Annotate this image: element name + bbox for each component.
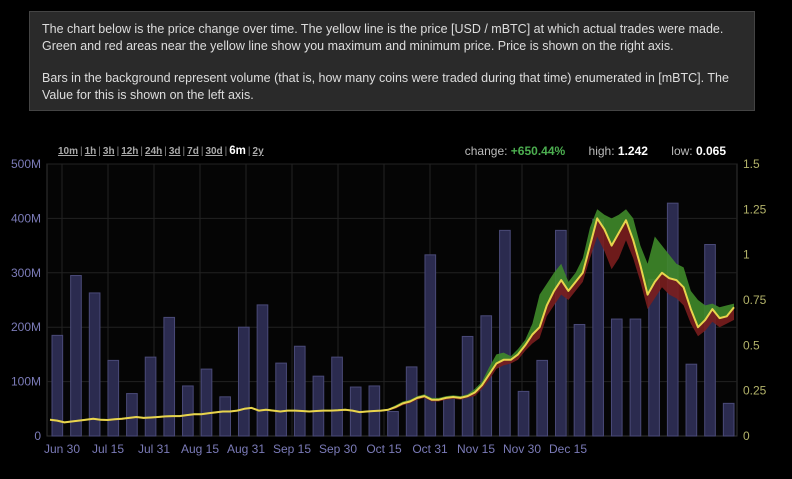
volume-bar <box>256 304 269 437</box>
x-tick-label: Jul 15 <box>92 442 124 456</box>
volume-bar <box>200 368 213 437</box>
volume-bar <box>219 396 231 437</box>
range-3d[interactable]: 3d <box>168 146 181 157</box>
y-left-tick-label: 100M <box>11 375 41 389</box>
y-left-tick-label: 400M <box>11 211 41 225</box>
price-stats: change: +650.44% high: 1.242 low: 0.065 <box>465 144 726 158</box>
volume-bar <box>555 229 567 437</box>
volume-bar <box>629 318 642 437</box>
y-right-tick-label: 1.5 <box>743 157 760 171</box>
change-value: +650.44% <box>510 144 566 158</box>
price-line <box>49 217 735 424</box>
range-10m[interactable]: 10m <box>58 146 79 157</box>
volume-bar <box>293 345 306 437</box>
volume-bar <box>517 390 530 437</box>
y-left-tick-label: 300M <box>11 266 41 280</box>
x-tick-label: Oct 31 <box>412 442 448 456</box>
description-volume: Bars in the background represent volume … <box>42 71 729 102</box>
y-left-tick-label: 200M <box>11 320 41 334</box>
volume-bar <box>107 359 120 437</box>
x-tick-label: Aug 31 <box>227 442 265 456</box>
time-range-selector: 10m | 1h | 3h | 12h | 24h | 3d | 7d | 30d | 6m | 2y <box>58 145 264 157</box>
range-30d[interactable]: 30d <box>205 146 223 157</box>
volume-bar <box>685 363 698 437</box>
range-separator: | <box>98 146 101 157</box>
volume-bar <box>592 218 604 437</box>
range-separator: | <box>247 146 251 157</box>
range-2y[interactable]: 2y <box>252 146 264 157</box>
volume-bar <box>163 316 176 437</box>
low-value: 0.065 <box>695 144 726 158</box>
volume-bar <box>573 323 586 437</box>
volume-bar <box>424 254 437 437</box>
range-separator: | <box>140 146 144 157</box>
y-left-tick-label: 0 <box>34 429 41 443</box>
volume-bar <box>312 375 325 437</box>
x-tick-label: Jul 31 <box>138 442 170 456</box>
range-3h[interactable]: 3h <box>102 146 115 157</box>
volume-bar <box>182 385 194 437</box>
range-7d[interactable]: 7d <box>187 146 199 157</box>
volume-bar <box>704 244 716 437</box>
volume-bar <box>144 356 157 437</box>
y-right-tick-label: 0.25 <box>743 384 767 398</box>
volume-bar <box>536 359 549 437</box>
change-label: change: <box>464 144 508 158</box>
y-right-tick-label: 0 <box>743 429 750 443</box>
volume-bar <box>51 334 64 437</box>
volume-bar <box>722 402 735 437</box>
volume-bar <box>499 229 511 437</box>
range-24h[interactable]: 24h <box>145 146 163 157</box>
volume-bar <box>70 275 82 437</box>
volume-bar <box>331 356 343 437</box>
range-separator: | <box>164 146 167 157</box>
low-label: low: <box>671 144 693 158</box>
y-right-tick-label: 1 <box>743 248 750 262</box>
range-separator: | <box>116 146 120 157</box>
volume-bar <box>387 411 399 437</box>
volume-bar <box>275 362 287 437</box>
x-tick-label: Sep 15 <box>273 442 311 456</box>
high-label: high: <box>588 144 615 158</box>
volume-bar <box>610 318 623 437</box>
x-tick-label: Nov 15 <box>457 442 495 456</box>
volume-bar <box>461 335 474 437</box>
y-left-tick-label: 500M <box>11 157 41 171</box>
y-right-tick-label: 0.5 <box>743 338 760 352</box>
volume-bar <box>666 202 679 437</box>
range-6m[interactable]: 6m <box>229 145 246 157</box>
range-separator: | <box>182 146 186 157</box>
range-separator: | <box>200 146 204 157</box>
volume-bar <box>237 326 250 437</box>
x-tick-label: Jun 30 <box>44 442 80 456</box>
volume-bar <box>88 292 101 437</box>
x-tick-label: Nov 30 <box>503 442 541 456</box>
chart-description: The chart below is the price change over… <box>29 11 755 111</box>
range-12h[interactable]: 12h <box>121 146 139 157</box>
x-tick-label: Oct 15 <box>366 442 402 456</box>
x-tick-label: Dec 15 <box>549 442 587 456</box>
volume-bar <box>126 393 138 437</box>
y-right-tick-label: 0.75 <box>743 293 767 307</box>
x-tick-label: Aug 15 <box>181 442 219 456</box>
volume-bar <box>443 397 455 437</box>
y-right-tick-label: 1.25 <box>743 202 767 216</box>
range-1h[interactable]: 1h <box>84 146 97 157</box>
x-tick-label: Sep 30 <box>319 442 357 456</box>
description-price: The chart below is the price change over… <box>42 22 724 53</box>
range-separator: | <box>224 146 228 157</box>
range-separator: | <box>80 146 83 157</box>
high-value: 1.242 <box>617 144 648 158</box>
